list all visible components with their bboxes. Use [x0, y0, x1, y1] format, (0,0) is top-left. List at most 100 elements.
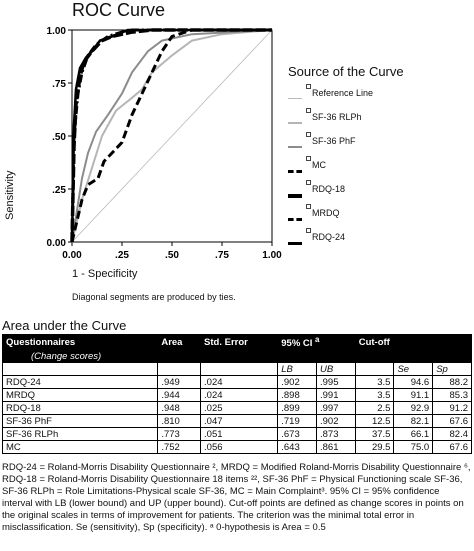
- cell-cutoff: 2.5: [354, 401, 395, 416]
- cell-name: SF-36 PhF: [1, 414, 159, 429]
- cell-cutoff: 12.5: [354, 414, 395, 429]
- cell-se-err: .025: [200, 401, 279, 416]
- cell-name: SF-36 RLPh: [1, 427, 159, 442]
- legend-label: MC: [312, 160, 326, 170]
- cell-area: .948: [157, 401, 202, 416]
- legend-swatch: [288, 242, 302, 245]
- legend-label: SF-36 PhF: [312, 136, 356, 146]
- legend-swatch: [288, 146, 302, 148]
- cell-ub: .995: [315, 375, 356, 390]
- table-body: RDQ-24.949.024.902.995 3.5 94.6 88.2 MRDQ .94…: [1, 375, 472, 455]
- cell-area: .949: [157, 375, 202, 390]
- legend-label: RDQ-24: [312, 232, 346, 242]
- chart-title: ROC Curve: [72, 0, 166, 20]
- series-line-reference-line: [71, 29, 273, 243]
- cell-name: MRDQ: [1, 388, 159, 403]
- header-std-error: Std. Error: [200, 333, 279, 351]
- legend-swatch: [288, 98, 302, 99]
- table-row: SF-36 RLPh .773.051.673.873 37.5 66.1 82.4: [1, 427, 472, 442]
- legend-item: Reference Line: [288, 84, 468, 108]
- y-tick-label: .75: [52, 79, 66, 90]
- cell-lb: .898: [277, 388, 317, 403]
- cell-name: RDQ-24: [1, 375, 159, 390]
- series-line-rdq-24: [70, 28, 272, 243]
- x-tick-label: .75: [215, 250, 229, 261]
- legend-label: Reference Line: [312, 88, 374, 98]
- cell-se: 91.1: [393, 388, 434, 403]
- cell-se: 66.1: [393, 427, 434, 442]
- legend-item: MC: [288, 156, 468, 180]
- legend-item: MRDQ: [288, 204, 468, 228]
- table-row: RDQ-18.948.025.899.997 2.5 92.9 91.2: [1, 401, 472, 416]
- legend-marker: [306, 228, 311, 233]
- legend-swatch: [288, 170, 302, 173]
- cell-lb: .899: [277, 401, 317, 416]
- header-ci-label: 95% CI: [281, 338, 313, 350]
- y-tick-label: .25: [52, 185, 66, 196]
- table-row: SF-36 PhF .810.047.719.902 12.5 82.1 67.6: [1, 414, 472, 429]
- cell-se-err: .047: [200, 414, 279, 429]
- table-subheader-row-1: (Change scores): [1, 349, 472, 364]
- header-ci-sup: a: [315, 335, 320, 344]
- legend-item: RDQ-18: [288, 180, 468, 204]
- header-sp: Sp: [432, 362, 472, 377]
- header-change-scores: (Change scores): [1, 349, 159, 364]
- series-line-sf-36-rlph: [71, 29, 273, 243]
- table-row: MRDQ .944.024.898.991 3.5 91.1 85.3: [1, 388, 472, 403]
- diagonal-note: Diagonal segments are produced by ties.: [72, 292, 236, 302]
- legend-item: SF-36 RLPh: [288, 108, 468, 132]
- y-tick-label: .50: [52, 132, 66, 143]
- cell-se-err: .056: [200, 440, 279, 455]
- legend-marker: [306, 180, 311, 185]
- cell-name: MC: [1, 440, 159, 455]
- header-cutoff: Cut-off: [354, 333, 473, 351]
- cell-cutoff: 37.5: [354, 427, 395, 442]
- header-area: Area: [157, 333, 202, 351]
- legend-title: Source of the Curve: [288, 64, 404, 79]
- cell-sp: 88.2: [432, 375, 472, 390]
- x-tick-label: .25: [115, 250, 129, 261]
- cell-se: 75.0: [393, 440, 434, 455]
- footnote: RDQ-24 = Roland-Morris Disability Questi…: [2, 462, 471, 533]
- cell-se: 92.9: [393, 401, 434, 416]
- cell-lb: .902: [277, 375, 317, 390]
- legend-item: SF-36 PhF: [288, 132, 468, 156]
- header-lb: LB: [277, 362, 317, 377]
- legend-marker: [306, 204, 311, 209]
- cell-se-err: .024: [200, 388, 279, 403]
- x-axis-label: 1 - Specificity: [72, 268, 138, 280]
- legend-swatch: [288, 194, 302, 198]
- cell-se-err: .024: [200, 375, 279, 390]
- cell-lb: .719: [277, 414, 317, 429]
- cell-cutoff: 29.5: [354, 440, 395, 455]
- table-row: RDQ-24.949.024.902.995 3.5 94.6 88.2: [1, 375, 472, 390]
- header-questionnaires: Questionnaires: [1, 333, 159, 351]
- cell-se: 82.1: [393, 414, 434, 429]
- cell-se: 94.6: [393, 375, 434, 390]
- table-header-row: Questionnaires Area Std. Error 95% CI a …: [1, 333, 473, 351]
- cell-area: .752: [157, 440, 202, 455]
- x-tick-label: .50: [165, 250, 179, 261]
- cell-se-err: .051: [200, 427, 279, 442]
- legend-marker: [306, 84, 311, 89]
- legend-marker: [306, 156, 311, 161]
- y-tick-label: 1.00: [47, 26, 67, 37]
- header-ub: UB: [315, 362, 356, 377]
- legend-swatch: [288, 122, 302, 124]
- cell-area: .810: [157, 414, 202, 429]
- cell-ub: .873: [315, 427, 356, 442]
- auc-table: Questionnaires Area Std. Error 95% CI a …: [1, 333, 473, 455]
- cell-lb: .673: [277, 427, 317, 442]
- legend-label: SF-36 RLPh: [312, 112, 362, 122]
- legend-marker: [306, 108, 311, 113]
- cell-cutoff: 3.5: [354, 388, 395, 403]
- cell-area: .773: [157, 427, 202, 442]
- cell-ub: .991: [315, 388, 356, 403]
- header-se: Se: [393, 362, 434, 377]
- series-line-mc: [70, 28, 272, 243]
- table-row: MC .752.056.643.861 29.5 75.0 67.6: [1, 440, 472, 455]
- legend-swatch: [288, 218, 302, 221]
- table-subheader-row-2: LB UB Se Sp: [1, 362, 472, 377]
- cell-ub: .997: [315, 401, 356, 416]
- cell-sp: 91.2: [432, 401, 472, 416]
